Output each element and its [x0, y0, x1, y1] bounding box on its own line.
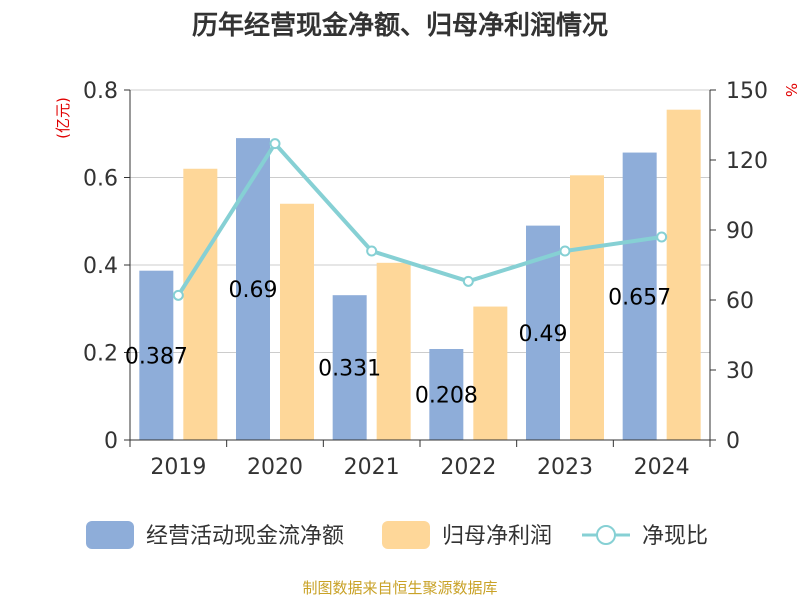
- y-right-tick-label: 0: [726, 429, 740, 454]
- y-right-tick-label: 90: [726, 219, 754, 244]
- legend-swatch-cashflow: [86, 521, 134, 549]
- y-right-tick-label: 60: [726, 289, 754, 314]
- data-labels: 0.387 0.69 0.331 0.208 0.49 0.657: [125, 278, 671, 408]
- data-label: 0.69: [229, 278, 278, 303]
- bar-profit: [570, 175, 604, 440]
- data-label: 0.331: [318, 357, 381, 382]
- y-right-tick-label: 120: [726, 149, 768, 174]
- y-right-unit: %: [782, 83, 800, 97]
- bar-profit: [473, 306, 508, 440]
- legend-label-cashflow: 经营活动现金流净额: [146, 524, 344, 549]
- bars: [139, 109, 701, 440]
- ratio-point: [559, 245, 571, 257]
- chart-title: 历年经营现金净额、归母净利润情况: [192, 10, 608, 41]
- y-left-unit: (亿元): [54, 97, 72, 139]
- x-tick-label: 2024: [634, 455, 690, 480]
- legend-label-ratio: 净现比: [642, 524, 708, 549]
- bar-cashflow: [429, 349, 464, 440]
- bar-cashflow: [139, 270, 174, 440]
- x-tick-label: 2022: [440, 455, 496, 480]
- data-label: 0.49: [519, 322, 568, 347]
- legend-swatch-profit: [382, 521, 430, 549]
- data-label: 0.387: [125, 344, 188, 369]
- data-label: 0.657: [608, 285, 671, 310]
- ratio-point: [656, 231, 668, 243]
- y-left-tick-label: 0.8: [83, 79, 118, 104]
- y-left-tick-label: 0: [104, 429, 118, 454]
- axes: 0 0.2 0.4 0.6 0.8 0 30 60 90 120 150 (亿元)% 2019 2020 2…: [54, 79, 800, 480]
- y-left-tick-label: 0.2: [83, 342, 118, 367]
- y-left-tick-label: 0.4: [83, 254, 118, 279]
- y-right-tick-label: 30: [726, 359, 754, 384]
- y-left-tick-label: 0.6: [83, 167, 118, 192]
- ratio-line: [172, 138, 668, 301]
- bar-cashflow: [236, 138, 270, 440]
- data-label: 0.208: [415, 384, 478, 409]
- source-note: 制图数据来自恒生聚源数据库: [302, 579, 497, 597]
- legend-label-profit: 归母净利润: [442, 524, 552, 549]
- bar-profit: [183, 168, 218, 440]
- bar-cashflow: [622, 152, 657, 440]
- ratio-point: [366, 245, 378, 257]
- bar-profit: [280, 203, 314, 440]
- ratio-point: [269, 138, 281, 150]
- bar-profit: [666, 109, 701, 440]
- x-tick-label: 2020: [247, 455, 303, 480]
- bar-profit: [376, 262, 411, 440]
- x-tick-label: 2023: [537, 455, 593, 480]
- x-tick-label: 2021: [344, 455, 400, 480]
- y-right-tick-label: 150: [726, 79, 768, 104]
- ratio-line-path: [176, 141, 662, 297]
- legend: 经营活动现金流净额 归母净利润 净现比: [86, 521, 708, 549]
- ratio-point: [462, 275, 474, 287]
- ratio-point: [172, 289, 184, 301]
- legend-marker-ratio: [596, 525, 616, 545]
- bar-cashflow: [332, 295, 367, 440]
- x-tick-label: 2019: [150, 455, 206, 480]
